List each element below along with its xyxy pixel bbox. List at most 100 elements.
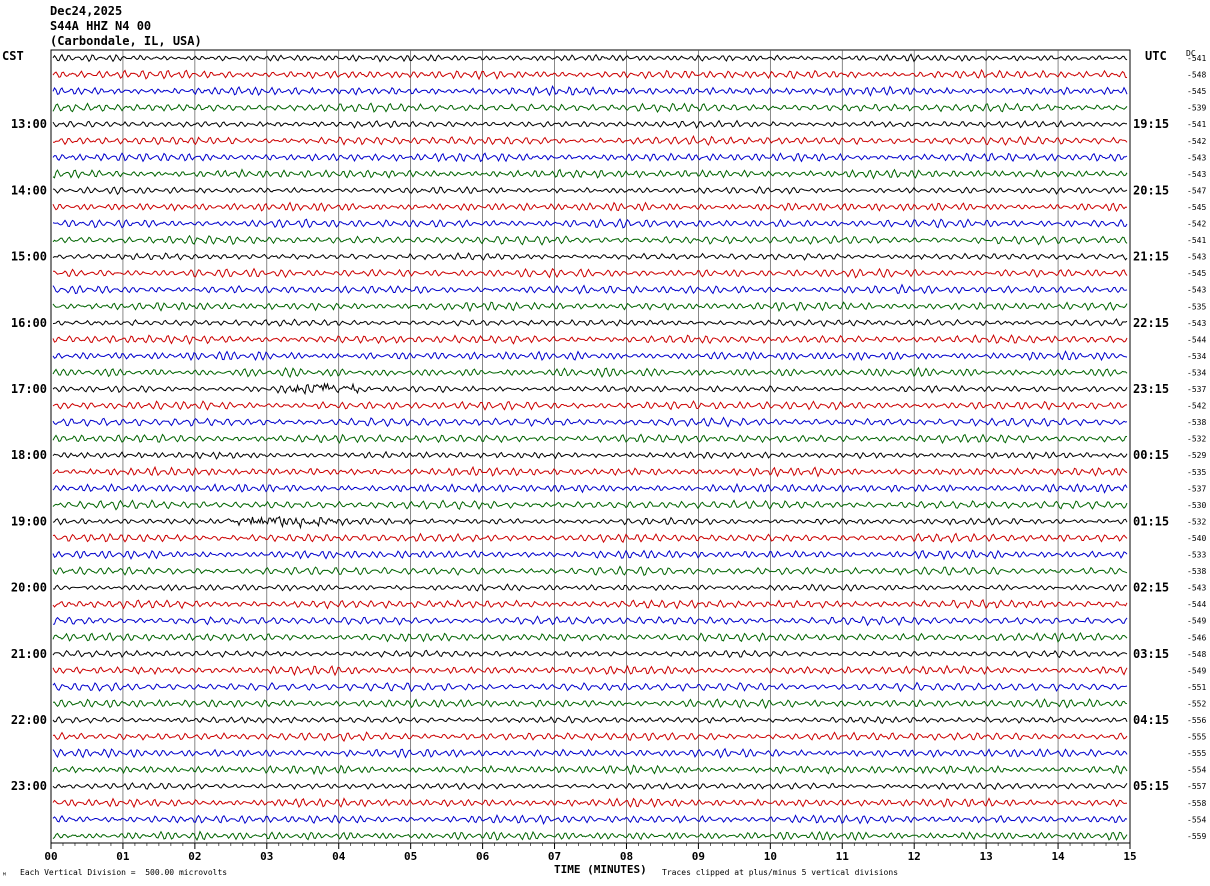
dc-offset-label: -543 (1187, 286, 1206, 295)
seismic-trace (52, 649, 1128, 659)
right-hour-label: 03:15 (1133, 647, 1169, 661)
seismic-trace (52, 201, 1128, 213)
dc-offset-label: -535 (1187, 302, 1206, 311)
seismic-trace (52, 366, 1128, 379)
dc-offset-label: -543 (1187, 319, 1206, 328)
x-tick-label: 01 (116, 850, 130, 863)
right-hour-label: 19:15 (1133, 117, 1169, 131)
dc-offset-label: -557 (1187, 782, 1206, 791)
dc-offset-label: -555 (1187, 749, 1206, 758)
right-hour-label: 05:15 (1133, 779, 1169, 793)
seismic-trace (52, 549, 1128, 561)
seismic-trace (52, 797, 1128, 809)
seismic-trace (52, 715, 1128, 724)
x-tick-label: 08 (620, 850, 633, 863)
x-tick-label: 04 (332, 850, 346, 863)
seismic-trace (52, 532, 1128, 544)
left-hour-label: 17:00 (11, 382, 47, 396)
right-hour-label: 22:15 (1133, 316, 1169, 330)
x-tick-label: 05 (404, 850, 417, 863)
x-tick-label: 06 (476, 850, 490, 863)
seismic-trace (52, 218, 1128, 229)
x-tick-label: 14 (1051, 850, 1065, 863)
scale-note: Each Vertical Division = 500.00 microvol… (20, 868, 228, 877)
seismic-trace (52, 565, 1128, 577)
left-hour-label: 16:00 (11, 316, 47, 330)
right-hour-label: 21:15 (1133, 250, 1169, 264)
seismic-trace (52, 813, 1128, 825)
dc-offset-label: -544 (1187, 335, 1206, 344)
seismic-trace (52, 782, 1128, 791)
right-hour-label: 00:15 (1133, 448, 1169, 462)
dc-offset-label: -541 (1187, 54, 1206, 63)
dc-offset-label: -542 (1187, 220, 1206, 229)
seismic-trace (52, 764, 1128, 776)
left-timezone-label: CST (2, 49, 24, 63)
seismic-trace (52, 664, 1128, 677)
left-hour-label: 13:00 (11, 117, 47, 131)
dc-offset-label: -541 (1187, 236, 1206, 245)
seismic-trace (52, 334, 1128, 345)
dc-offset-label: -535 (1187, 468, 1206, 477)
x-tick-label: 15 (1123, 850, 1136, 863)
seismic-trace (52, 400, 1128, 411)
seismic-trace (52, 465, 1128, 478)
seismic-trace (52, 267, 1128, 279)
left-hour-label: 20:00 (11, 581, 47, 595)
dc-offset-label: -538 (1187, 418, 1206, 427)
dc-offset-label: -545 (1187, 203, 1206, 212)
dc-offset-label: -548 (1187, 71, 1206, 80)
seismic-trace (52, 185, 1128, 196)
date-label: Dec24,2025 (50, 4, 123, 18)
x-tick-label: 10 (764, 850, 777, 863)
dc-offset-label: -543 (1187, 253, 1206, 262)
dc-offset-label: -540 (1187, 534, 1206, 543)
dc-offset-label: -534 (1187, 352, 1206, 361)
seismic-trace (52, 615, 1128, 627)
seismic-trace (52, 731, 1128, 742)
dc-offset-label: -552 (1187, 699, 1206, 708)
dc-offset-label: -533 (1187, 551, 1206, 560)
seismic-trace (52, 416, 1128, 428)
dc-offset-label: -548 (1187, 650, 1206, 659)
x-axis-title: TIME (MINUTES) (554, 863, 647, 876)
right-hour-label: 02:15 (1133, 581, 1169, 595)
left-hour-label: 19:00 (11, 514, 47, 528)
dc-offset-label: -542 (1187, 137, 1206, 146)
seismic-trace (52, 631, 1128, 643)
dc-offset-label: -546 (1187, 633, 1206, 642)
seismic-trace (52, 698, 1128, 710)
seismic-trace (52, 53, 1128, 63)
location-label: (Carbondale, IL, USA) (50, 34, 202, 48)
x-tick-label: 09 (692, 850, 705, 863)
dc-offset-label: -555 (1187, 733, 1206, 742)
dc-offset-label: -532 (1187, 435, 1206, 444)
x-tick-label: 12 (908, 850, 921, 863)
dc-offset-label: -538 (1187, 567, 1206, 576)
left-hour-label: 22:00 (11, 713, 47, 727)
dc-offset-label: -537 (1187, 484, 1206, 493)
seismic-trace (52, 119, 1127, 129)
dc-offset-label: -534 (1187, 368, 1206, 377)
dc-offset-label: -544 (1187, 600, 1206, 609)
seismic-trace (52, 68, 1128, 81)
dc-offset-label: -554 (1187, 766, 1206, 775)
seismic-trace (52, 450, 1128, 460)
seismic-trace (52, 152, 1128, 163)
x-tick-label: 11 (836, 850, 850, 863)
seismic-trace (52, 168, 1128, 180)
seismic-trace (52, 433, 1128, 445)
seismic-trace (52, 482, 1128, 494)
dc-offset-label: -543 (1187, 170, 1206, 179)
seismic-trace (52, 85, 1128, 97)
dc-offset-label: -549 (1187, 617, 1206, 626)
left-hour-label: 14:00 (11, 183, 47, 197)
dc-offset-label: -530 (1187, 501, 1206, 510)
dc-offset-label: -556 (1187, 716, 1206, 725)
right-hour-label: 04:15 (1133, 713, 1169, 727)
dc-offset-label: -545 (1187, 87, 1206, 96)
right-timezone-label: UTC (1145, 49, 1167, 63)
x-tick-label: 02 (188, 850, 201, 863)
clip-note: Traces clipped at plus/minus 5 vertical … (662, 868, 899, 877)
